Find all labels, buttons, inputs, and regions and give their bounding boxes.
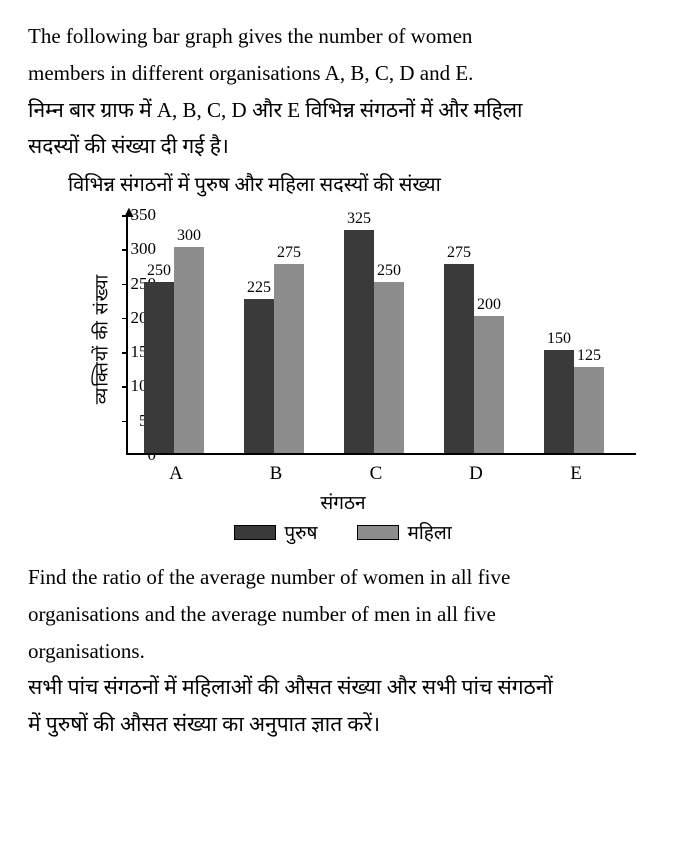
bar-men <box>244 299 274 453</box>
intro-hindi-line2: सदस्यों की संख्या दी गई है। <box>28 128 657 165</box>
bar-value-label: 300 <box>169 227 209 245</box>
intro-english-line1: The following bar graph gives the number… <box>28 18 657 55</box>
bar-value-label: 225 <box>239 279 279 297</box>
category-label: E <box>536 463 616 485</box>
bar-value-label: 275 <box>439 244 479 262</box>
intro-english-line2: members in different organisations A, B,… <box>28 55 657 92</box>
bar-women <box>374 282 404 453</box>
question-english-line3: organisations. <box>28 633 657 670</box>
bar-value-label: 250 <box>369 262 409 280</box>
bar-value-label: 325 <box>339 210 379 228</box>
intro-hindi-line1: निम्न बार ग्राफ में A, B, C, D और E विभि… <box>28 92 657 129</box>
legend-label: पुरुष <box>284 519 317 545</box>
legend-item: पुरुष <box>234 519 317 545</box>
category-label: B <box>236 463 316 485</box>
question-english-line1: Find the ratio of the average number of … <box>28 559 657 596</box>
bar-value-label: 150 <box>539 330 579 348</box>
bar-value-label: 275 <box>269 244 309 262</box>
bar-chart: व्यक्तियों की संख्या ▲ 05010015020025030… <box>28 209 657 559</box>
legend-swatch <box>234 525 276 540</box>
bar-women <box>274 264 304 453</box>
y-tick-label: 300 <box>120 239 156 259</box>
category-label: C <box>336 463 416 485</box>
bar-women <box>474 316 504 453</box>
question-english-line2: organisations and the average number of … <box>28 596 657 633</box>
bar-value-label: 200 <box>469 296 509 314</box>
category-label: D <box>436 463 516 485</box>
bar-men <box>544 350 574 453</box>
bar-value-label: 250 <box>139 262 179 280</box>
bar-women <box>174 247 204 453</box>
legend: पुरुष महिला <box>88 519 598 545</box>
question-hindi-line2: में पुरुषों की औसत संख्या का अनुपात ज्ञा… <box>28 706 657 743</box>
chart-title: विभिन्न संगठनों में पुरुष और महिला सदस्य… <box>28 169 657 201</box>
legend-item: महिला <box>357 519 451 545</box>
x-axis-label: संगठन <box>88 489 598 515</box>
legend-label: महिला <box>407 519 451 545</box>
category-labels-row: ABCDE <box>126 463 636 487</box>
bar-men <box>144 282 174 453</box>
plot-area: 0501001502002503003502503002252753252502… <box>126 215 636 455</box>
category-label: A <box>136 463 216 485</box>
bar-men <box>444 264 474 453</box>
bar-value-label: 125 <box>569 347 609 365</box>
y-tick-label: 350 <box>120 205 156 225</box>
question-hindi-line1: सभी पांच संगठनों में महिलाओं की औसत संख्… <box>28 669 657 706</box>
legend-swatch <box>357 525 399 540</box>
bar-women <box>574 367 604 453</box>
y-axis-label: व्यक्तियों की संख्या <box>89 274 113 405</box>
